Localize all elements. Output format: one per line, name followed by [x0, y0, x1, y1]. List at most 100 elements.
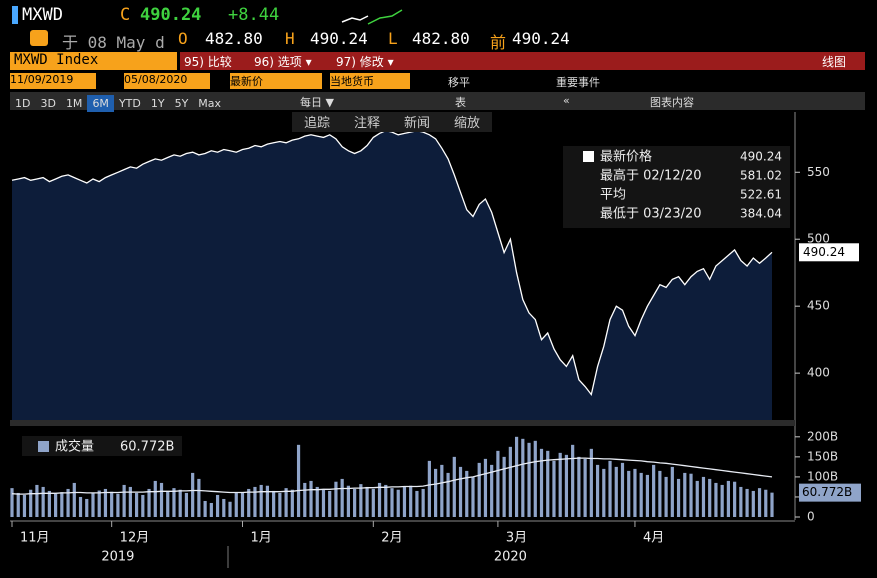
compare-button[interactable]: 95) 比较: [184, 55, 232, 69]
volume-bar: [396, 489, 400, 517]
volume-bar: [521, 438, 525, 517]
volume-bar: [552, 460, 556, 517]
volume-bar: [577, 456, 581, 517]
table-button[interactable]: 表: [455, 96, 466, 109]
year-label: 2019: [101, 550, 134, 565]
volume-bar: [284, 488, 288, 517]
icon[interactable]: [30, 30, 48, 46]
volume-bar: [103, 488, 108, 517]
volume-bar: [10, 488, 14, 517]
period-button[interactable]: 1Y: [150, 97, 165, 110]
volume-bar: [365, 486, 369, 517]
volume-legend-box: [22, 436, 182, 456]
volume-bar: [54, 493, 58, 517]
volume-bar: [427, 460, 431, 517]
volume-bar: [745, 488, 749, 517]
volume-bar: [384, 484, 388, 517]
period-button[interactable]: YTD: [118, 97, 141, 110]
period-button[interactable]: Max: [198, 97, 222, 110]
volume-bar: [22, 494, 27, 517]
volume-bar: [402, 486, 407, 517]
volume-bar: [490, 464, 494, 517]
chart-tools: 追踪 注释 新闻 缩放: [292, 112, 493, 132]
options-button[interactable]: 96) 选项 ▾: [254, 55, 312, 69]
modify-button[interactable]: 97) 修改 ▾: [336, 55, 394, 69]
price: 490.24: [140, 5, 202, 25]
security-input[interactable]: MXWD Index: [10, 52, 177, 70]
volume-bar: [215, 494, 220, 517]
volume-bar: [203, 500, 207, 517]
volume-bar: [91, 492, 95, 517]
prev: 490.24: [512, 29, 570, 48]
volume-bar: [29, 489, 33, 517]
volume-bar: [658, 470, 662, 517]
events[interactable]: 重要事件: [556, 76, 600, 89]
tool-button[interactable]: 新闻: [404, 116, 431, 131]
volume-bar: [66, 488, 70, 517]
volume-bar: [415, 490, 419, 517]
start-date[interactable]: 11/09/2019: [10, 73, 96, 89]
volume-bar: [209, 502, 213, 517]
volume-bar: [608, 460, 612, 517]
volume-bar: [527, 442, 531, 517]
x-tick-label: 12月: [120, 531, 150, 546]
y-tick-label: 500: [807, 232, 830, 246]
volume-bar: [178, 489, 182, 517]
period-button[interactable]: 1M: [65, 97, 83, 110]
volume-bar: [471, 476, 475, 517]
period-button[interactable]: 1D: [15, 97, 31, 110]
red-bar: [180, 52, 865, 70]
price-area: [12, 130, 772, 420]
period-bar: 1D 3D 1M 6M YTD 1Y 5Y Max 每日 ▼ 表 « 图表内容: [10, 92, 865, 112]
collapse-button[interactable]: «: [563, 94, 570, 107]
currency-select[interactable]: 当地货币: [330, 73, 410, 89]
period-button[interactable]: 6M: [87, 95, 114, 112]
volume-legend-name: 成交量: [55, 439, 94, 455]
volume-bar: [458, 466, 463, 517]
chart-type[interactable]: 线图: [822, 55, 847, 69]
panel-separator: [10, 420, 795, 426]
volume-bar: [683, 472, 687, 517]
end-date[interactable]: 05/08/2020: [124, 73, 210, 89]
stat-value: 581.02: [740, 169, 782, 183]
stat-label: 最新价格: [600, 149, 652, 165]
volume-bar: [16, 492, 20, 517]
y-tick-label: 200B: [807, 429, 838, 443]
volume-bar: [602, 468, 606, 517]
chart-content[interactable]: 图表内容: [650, 96, 694, 109]
period-button[interactable]: 5Y: [174, 97, 189, 110]
volume-legend-swatch: [38, 441, 49, 452]
volume-bar: [321, 488, 326, 517]
frequency[interactable]: 每日 ▼: [300, 96, 334, 109]
volume-bar: [159, 482, 164, 517]
volume-bar: [377, 482, 382, 517]
volume-bar: [346, 485, 350, 517]
volume-bar: [708, 478, 712, 517]
volume-bar: [265, 485, 270, 517]
tool-button[interactable]: 追踪: [304, 116, 331, 131]
volume-bar: [614, 466, 618, 517]
volume-bar: [47, 490, 51, 517]
volume-bar: [571, 444, 575, 517]
moving-avg[interactable]: 移平: [448, 76, 470, 89]
volume-bar: [514, 436, 519, 517]
tool-button[interactable]: 缩放: [454, 116, 481, 131]
period-button[interactable]: 3D: [40, 97, 56, 110]
volume-bar: [409, 485, 413, 517]
volume-bar: [172, 488, 176, 517]
volume-bar: [720, 484, 724, 517]
volume-bar: [303, 482, 307, 517]
x-tick-label: 2月: [381, 531, 402, 546]
stats-box: [563, 146, 790, 228]
tool-button[interactable]: 注释: [354, 116, 381, 131]
stat-value: 384.04: [740, 207, 782, 221]
field-select[interactable]: 最新价: [230, 73, 322, 89]
low-label: L: [388, 29, 398, 48]
volume-bar: [546, 450, 550, 517]
volume-bar: [558, 452, 562, 517]
volume-bar: [191, 472, 195, 517]
price-line: [11, 130, 773, 396]
last-volume-label: 60.772B: [802, 485, 852, 499]
volume-bar: [222, 498, 226, 517]
